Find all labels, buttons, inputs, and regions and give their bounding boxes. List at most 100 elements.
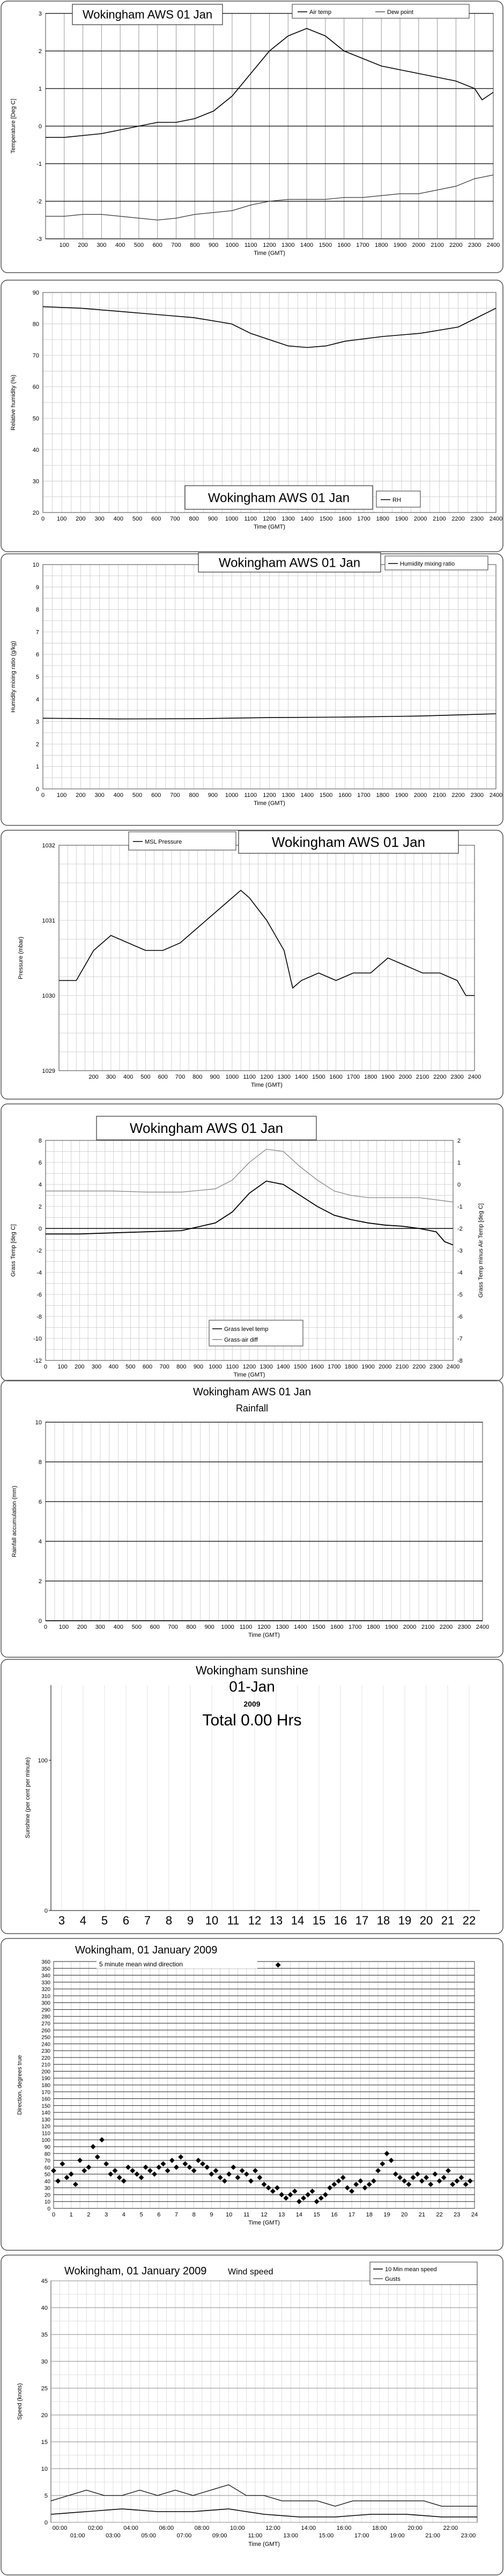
x-tick-label: 1800: [375, 242, 388, 248]
x-tick-label: 500: [132, 1624, 142, 1630]
wind-dir-point: [436, 2178, 442, 2184]
x-tick-label: 800: [186, 1624, 196, 1630]
legend-label: RH: [392, 497, 401, 503]
wind-dir-point: [243, 2171, 249, 2177]
x-tick-label: 15:00: [319, 2533, 334, 2539]
y-tick-label: 340: [41, 1973, 50, 1979]
wind-dir-point: [270, 2189, 276, 2194]
x-tick-label: 600: [151, 516, 161, 522]
wind-dir-point: [287, 2192, 293, 2198]
y-tick-label: 320: [41, 1987, 50, 1993]
series-gusts: [50, 2484, 477, 2507]
y-tick-label: -6: [36, 1292, 42, 1298]
x-tick-label: 23: [454, 2212, 460, 2218]
y2-tick-label: -4: [457, 1270, 463, 1276]
y-tick-label: 90: [33, 290, 39, 296]
y-tick-label: -8: [36, 1314, 42, 1320]
x-tick-label: 12:00: [265, 2525, 280, 2531]
y-tick-label: 130: [41, 2117, 50, 2123]
y-tick-label: 260: [41, 2028, 50, 2034]
chart-subtitle: 5 minute mean wind direction: [99, 1960, 183, 1968]
y-tick-label: 250: [41, 2035, 50, 2041]
y-tick-label: -3: [36, 236, 42, 243]
series-mixing-ratio: [42, 713, 496, 720]
x-tick-label: 800: [189, 792, 198, 799]
wind-dir-point: [428, 2182, 434, 2187]
x-tick-label: 20: [420, 1914, 433, 1927]
legend-label: Gusts: [385, 2276, 401, 2282]
y-tick-label: -12: [33, 1358, 42, 1364]
panel-frame: [1, 1, 503, 273]
y-tick-label: 0: [39, 1226, 42, 1232]
wind-dir-point: [112, 2168, 118, 2174]
x-tick-label: 1500: [319, 242, 332, 248]
panel-frame: [1, 1380, 503, 1658]
x-tick-label: 1500: [312, 1074, 325, 1080]
wind-dir-point: [134, 2171, 140, 2177]
x-tick-label: 2100: [433, 792, 446, 799]
y-tick-label: 1031: [42, 918, 55, 924]
x-tick-label: 900: [210, 1074, 219, 1080]
wind-dir-point: [370, 2178, 376, 2184]
x-tick-label: 0: [41, 516, 45, 522]
x-tick-label: 200: [77, 1624, 87, 1630]
y-tick-label: 1: [36, 764, 39, 770]
x-tick-label: 2000: [412, 242, 425, 248]
x-tick-label: 1700: [356, 242, 369, 248]
x-tick-label: 1700: [357, 516, 370, 522]
x-tick-label: 1400: [301, 516, 314, 522]
y-tick-label: 200: [41, 2069, 50, 2075]
title-box: [96, 1116, 317, 1140]
x-tick-label: 1800: [376, 516, 389, 522]
y-tick-label: 140: [41, 2110, 50, 2116]
x-tick-label: 200: [88, 1074, 98, 1080]
x-tick-label: 0: [52, 2212, 55, 2218]
x-tick-label: 04:00: [123, 2525, 138, 2531]
x-tick-label: 700: [171, 242, 181, 248]
wind-dir-point: [90, 2144, 96, 2149]
x-tick-label: 200: [75, 1364, 84, 1370]
x-tick-label: 2100: [416, 1074, 429, 1080]
x-tick-label: 100: [59, 1624, 69, 1630]
wind-dir-point: [99, 2137, 105, 2143]
x-tick-label: 900: [204, 1624, 214, 1630]
x-tick-label: 14: [296, 2212, 302, 2218]
panel-frame: [1, 280, 503, 552]
y-tick-label: 40: [41, 2305, 48, 2311]
x-tick-label: 1600: [329, 1074, 342, 1080]
x-tick-label: 21:00: [425, 2533, 440, 2539]
series-dew-point: [46, 174, 494, 221]
x-tick-label: 05:00: [141, 2533, 156, 2539]
wind-dir-point: [64, 2175, 70, 2180]
x-tick-label: 1100: [240, 1624, 253, 1630]
chart-title: Wokingham AWS 01 Jan: [208, 491, 350, 505]
x-tick-label: 5: [101, 1914, 108, 1927]
x-tick-label: 7: [144, 1914, 151, 1927]
y-axis-label: Sunshine (per cent per minute): [25, 1757, 31, 1838]
x-tick-label: 200: [76, 792, 85, 799]
y-tick-label: 8: [36, 607, 39, 613]
x-tick-label: 0: [44, 1364, 47, 1370]
x-tick-label: 1900: [395, 516, 408, 522]
wind-dir-point: [213, 2168, 219, 2174]
x-tick-label: 1000: [226, 242, 239, 248]
x-tick-label: 4: [80, 1914, 86, 1927]
wind-dir-point: [397, 2175, 403, 2180]
y-axis-label: Pressure (mbar): [18, 936, 24, 979]
x-tick-label: 300: [94, 516, 104, 522]
y2-tick-label: -8: [457, 1358, 463, 1364]
y-tick-label: 9: [36, 584, 39, 591]
y-tick-label: 220: [41, 2055, 50, 2061]
x-tick-label: 2200: [449, 242, 462, 248]
y-tick-label: 120: [41, 2124, 50, 2130]
wind-dir-point: [169, 2157, 175, 2163]
chart-subtitle: Rainfall: [236, 1403, 268, 1414]
wind-dir-point: [323, 2192, 328, 2198]
panel-frame: [1, 830, 503, 1100]
x-tick-label: 600: [153, 242, 162, 248]
title-box: [238, 830, 459, 854]
chart-title: Wokingham AWS 01 Jan: [272, 834, 425, 850]
x-tick-label: 1000: [221, 1624, 234, 1630]
x-tick-label: 13: [278, 2212, 285, 2218]
x-tick-label: 13:00: [283, 2533, 298, 2539]
